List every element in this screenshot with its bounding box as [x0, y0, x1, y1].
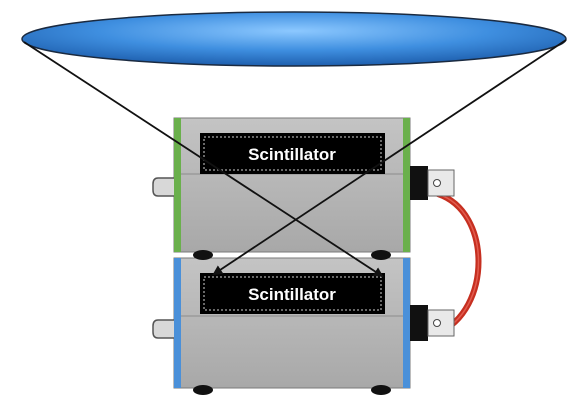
top-scintillator-panel: Scintillator — [200, 133, 385, 174]
foot-icon — [193, 385, 213, 395]
bottom-detector-right-rail — [403, 258, 410, 388]
bottom-connector — [410, 305, 455, 341]
bottom-detector-left-rail — [174, 258, 181, 388]
box-handle-icon — [152, 177, 174, 197]
foot-icon — [371, 385, 391, 395]
top-detector-right-rail — [403, 118, 410, 252]
right-acceptance-line — [212, 39, 567, 276]
top-connector — [410, 166, 455, 200]
dish-icon — [21, 11, 567, 67]
foot-icon — [193, 250, 213, 260]
bottom-scintillator-label: Scintillator — [248, 285, 336, 304]
bottom-scintillator-panel: Scintillator — [200, 273, 385, 314]
box-handle-icon — [152, 319, 174, 339]
left-acceptance-line — [23, 41, 384, 278]
top-detector-left-rail — [174, 118, 181, 252]
foot-icon — [371, 250, 391, 260]
top-scintillator-label: Scintillator — [248, 145, 336, 164]
